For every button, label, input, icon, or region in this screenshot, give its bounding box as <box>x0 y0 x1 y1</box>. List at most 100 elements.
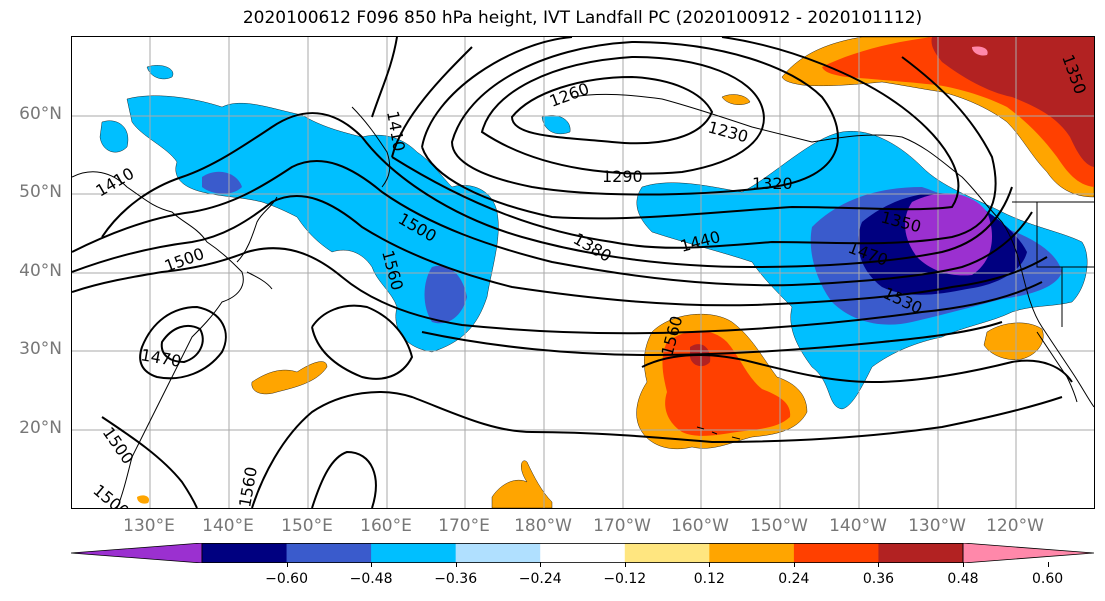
coastline-asia <box>72 171 244 508</box>
colorbar-tick-mark <box>709 562 711 567</box>
colorbar-frame <box>201 543 964 563</box>
colorbar-tick-mark <box>963 562 964 567</box>
colorbar-segment <box>624 543 710 563</box>
lat-label: 20°N <box>19 418 62 438</box>
colorbar-tick-label: 0.24 <box>778 571 810 587</box>
coastline-alaska <box>571 93 1003 223</box>
colorbar <box>71 543 1094 563</box>
colorbar-segment <box>286 543 372 563</box>
colorbar-tick-label: −0.24 <box>518 571 562 587</box>
colorbar-extend-low <box>71 543 203 563</box>
contour-1380 <box>391 46 997 249</box>
map-title: 2020100612 F096 850 hPa height, IVT Land… <box>242 8 923 28</box>
colorbar-tick-label: 0.60 <box>1031 571 1064 587</box>
colorbar-tick-label: −0.36 <box>434 571 478 587</box>
contour-low-japan <box>139 305 227 380</box>
colorbar-tick-label: 0.48 <box>947 571 979 587</box>
colorbar-tick-mark <box>624 562 626 567</box>
lon-label: 120°W <box>986 516 1044 536</box>
colorbar-segment <box>455 543 541 563</box>
colorbar-tick-mark <box>371 562 373 567</box>
lon-label: 150°W <box>750 516 808 536</box>
colorbar-tick-label: −0.12 <box>603 571 647 587</box>
colorbar-tick-mark <box>455 562 457 567</box>
contour-label: 1560 <box>235 465 261 508</box>
coastline-kamchatka <box>351 106 391 188</box>
colorbar-segment <box>709 543 795 563</box>
lon-label: 160°E <box>360 516 412 536</box>
lon-label: 160°W <box>671 516 729 536</box>
contour-1530 <box>421 321 1003 357</box>
contour-label: 1260 <box>547 79 592 111</box>
map-canvas: 1260 1290 1320 1350 1380 1410 1410 1440 … <box>72 37 1094 508</box>
contour-label: 1320 <box>752 174 793 193</box>
contour-1560-central <box>641 354 1073 384</box>
negative-region-west-dark <box>202 171 242 194</box>
contour-1500-south <box>101 416 198 508</box>
positive-patch-alaska <box>721 94 751 105</box>
colorbar-segment <box>371 543 457 563</box>
lat-label: 60°N <box>19 104 62 124</box>
colorbar-segment <box>202 543 288 563</box>
contour-1560-south <box>251 391 1063 508</box>
lon-label: 170°W <box>593 516 651 536</box>
lat-label: 30°N <box>19 339 62 359</box>
lat-label: 50°N <box>19 182 62 202</box>
positive-patch-se <box>983 322 1044 360</box>
contour-label: 1380 <box>570 229 615 266</box>
colorbar-tick-mark <box>878 562 880 567</box>
lon-label: 130°E <box>123 516 175 536</box>
lon-label: 170°E <box>438 516 490 536</box>
coastline-na-west <box>1001 221 1094 408</box>
colorbar-segment <box>878 543 964 563</box>
contour-1590-south <box>311 450 377 508</box>
contour-1410 <box>101 37 1013 269</box>
contour-1320 <box>450 40 839 196</box>
contour-1470 <box>72 195 1048 307</box>
contour-1500 <box>72 247 1043 335</box>
map-panel: 1260 1290 1320 1350 1380 1410 1410 1440 … <box>71 36 1095 509</box>
contour-1290 <box>480 55 765 175</box>
lon-label: 150°E <box>281 516 333 536</box>
colorbar-tick-label: −0.48 <box>349 571 393 587</box>
lon-label: 140°E <box>202 516 254 536</box>
contour-1350 <box>421 37 960 220</box>
negative-patch-nw <box>99 120 129 153</box>
colorbar-tick-label: 0.12 <box>693 571 725 587</box>
border-states <box>1036 202 1094 327</box>
negative-patch-ak <box>541 115 571 135</box>
ivt-shading <box>99 37 1094 508</box>
positive-patch-west-sub <box>251 361 328 395</box>
contour-1440 <box>72 160 1033 287</box>
colorbar-segment <box>540 543 626 563</box>
colorbar-tick-mark <box>793 562 795 567</box>
contour-low-japan-inner <box>160 324 204 364</box>
positive-ne-pink <box>972 46 988 56</box>
contour-1560-west <box>311 304 414 380</box>
contour-label: 1410 <box>93 164 138 201</box>
colorbar-extend-high <box>962 543 1094 563</box>
colorbar-tick-label: −0.60 <box>265 571 308 587</box>
coastlines <box>72 93 1094 508</box>
positive-patch-south <box>491 460 553 508</box>
positive-ne-darkred <box>931 37 1094 167</box>
hawaii <box>696 426 741 440</box>
lon-label: 140°W <box>829 516 887 536</box>
contour-label: 1470 <box>139 345 182 371</box>
colorbar-tick-label: 0.36 <box>862 571 895 587</box>
negative-region-west-dark-2 <box>424 265 467 324</box>
contour-label: 1230 <box>706 118 750 147</box>
colorbar-segment <box>793 543 879 563</box>
negative-patch-north <box>146 65 174 80</box>
colorbar-tick-mark <box>540 562 542 567</box>
contour-1260 <box>510 75 714 145</box>
contour-label: 1500 <box>89 481 132 508</box>
colorbar-tick-mark <box>286 562 288 567</box>
lon-label: 180°W <box>514 516 572 536</box>
colorbar-tick-mark <box>1047 562 1049 567</box>
contour-label: 1500 <box>162 244 207 276</box>
lon-label: 130°W <box>908 516 966 536</box>
positive-patch-sw <box>137 495 150 504</box>
height-contours <box>72 37 1073 508</box>
contour-label: 1290 <box>602 167 643 186</box>
